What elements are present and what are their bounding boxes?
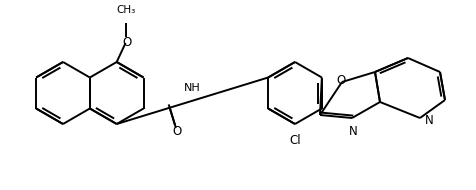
Text: N: N <box>348 125 357 138</box>
Text: Cl: Cl <box>289 134 301 147</box>
Text: CH₃: CH₃ <box>116 5 135 15</box>
Text: O: O <box>337 74 346 86</box>
Text: O: O <box>172 125 182 138</box>
Text: NH: NH <box>184 83 200 93</box>
Text: N: N <box>425 113 434 127</box>
Text: O: O <box>122 36 131 49</box>
